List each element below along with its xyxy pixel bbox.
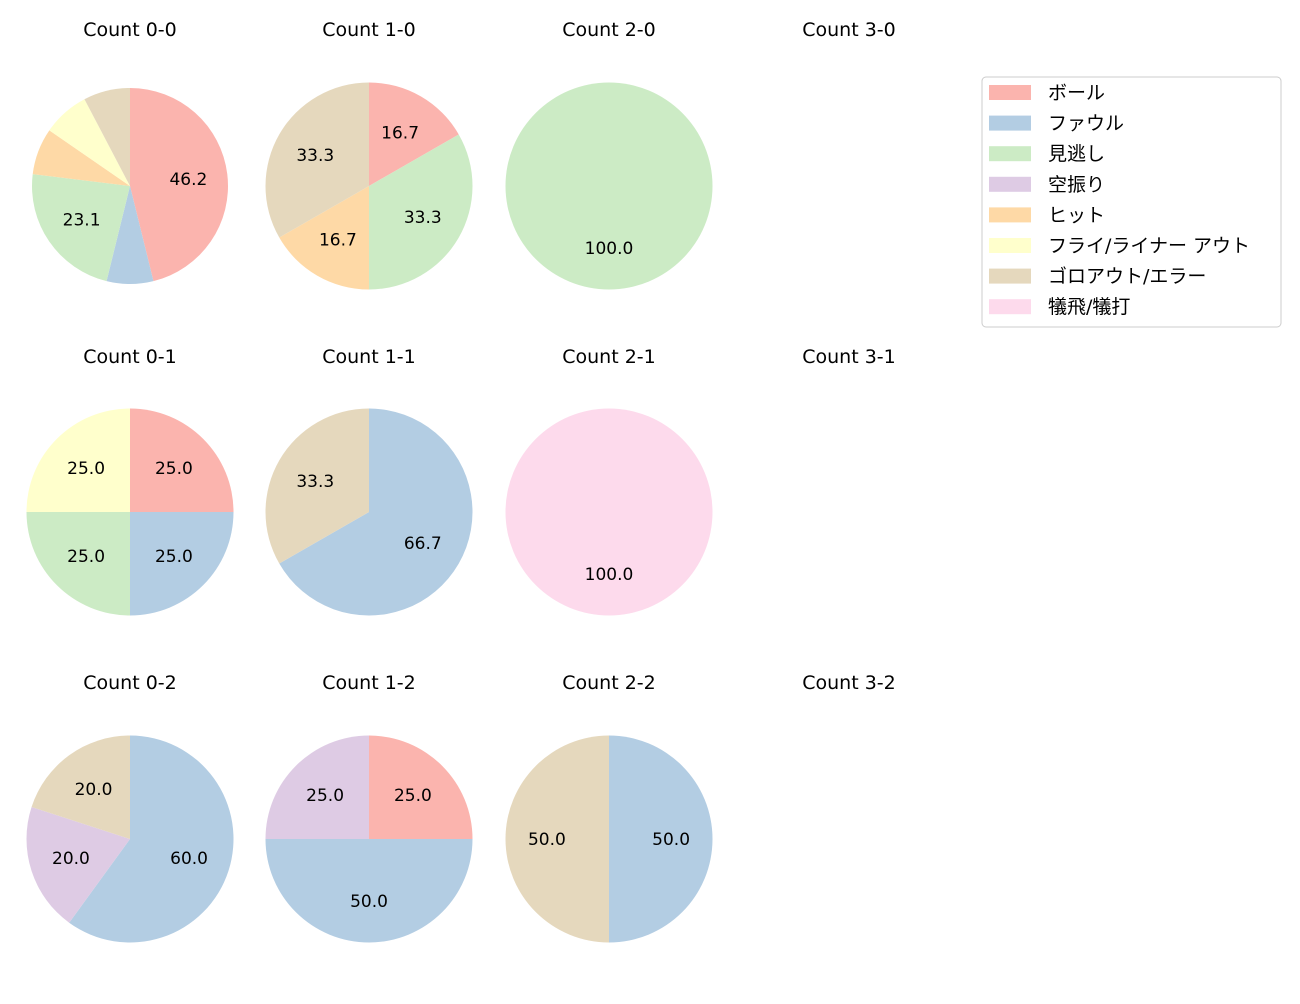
legend-label: フライ/ライナー アウト [1048,235,1250,257]
pie-title: Count 2-0 [562,19,656,41]
slice-label: 33.3 [296,146,334,166]
legend-swatch [989,238,1031,253]
pie-slice [505,735,609,943]
legend-swatch [989,268,1031,284]
slice-label: 60.0 [170,849,208,869]
pie-slice [130,512,234,616]
pie-title: Count 3-2 [802,672,896,694]
slice-label: 50.0 [350,892,388,912]
slice-label: 20.0 [52,849,90,869]
pie-title: Count 0-1 [83,346,177,368]
pie-count-2-0: Count 2-0 100.0 [505,19,713,290]
pie-title: Count 3-0 [802,19,896,41]
slice-label: 25.0 [67,547,105,567]
pie-count-1-0: Count 1-0 16.7 33.3 16.7 33.3 [265,19,473,290]
pie-count-3-0: Count 3-0 [802,19,896,41]
legend-swatch [989,115,1031,131]
slice-label: 100.0 [585,239,634,259]
pie-slice [265,82,369,238]
pie-slice [26,512,130,616]
legend-swatch [989,207,1031,223]
pie-count-0-1: Count 0-1 25.0 25.0 25.0 25.0 [26,346,234,616]
pie-slice [279,186,369,290]
pie-title: Count 2-1 [562,346,656,368]
pie-slice [31,735,130,839]
pie-slice [106,186,154,285]
pie-slice [69,735,234,943]
pie-title: Count 2-2 [562,672,656,694]
slice-label: 100.0 [585,565,634,585]
pie-slice [609,735,713,943]
legend-swatch [989,176,1031,192]
pie-count-0-0: Count 0-0 46.2 23.1 [32,19,228,285]
pie-count-2-1: Count 2-1 100.0 [505,346,713,616]
legend-label: 空振り [1048,174,1105,196]
pie-slice [26,807,131,923]
pie-slice [369,134,473,290]
pie-count-1-2: Count 1-2 25.0 50.0 25.0 [265,672,473,943]
pie-slice [130,88,228,282]
pie-slice [265,408,369,564]
legend-swatch [989,85,1031,100]
slice-label: 33.3 [296,472,334,492]
pie-title: Count 1-0 [322,19,416,41]
pie-title: Count 0-2 [83,672,177,694]
pie-slice [265,735,369,839]
pie-slice [84,88,130,186]
legend-swatch [989,299,1031,315]
pie-slice [505,82,713,290]
pie-title: Count 3-1 [802,346,896,368]
slice-label: 16.7 [319,231,357,251]
pie-count-1-1: Count 1-1 66.7 33.3 [265,346,473,616]
slice-label: 66.7 [404,534,442,554]
legend-label: 見逃し [1048,143,1105,165]
slice-label: 50.0 [652,830,690,850]
pie-slice [32,174,130,282]
pie-count-0-2: Count 0-2 60.0 20.0 20.0 [26,672,234,943]
slice-label: 25.0 [394,786,432,806]
slice-label: 25.0 [67,459,105,479]
slice-label: 46.2 [169,170,207,190]
legend-label: ボール [1048,82,1105,104]
slice-label: 25.0 [155,547,193,567]
legend-swatch [989,146,1031,162]
slice-label: 33.3 [404,208,442,228]
pie-slice [505,408,713,616]
pie-slice [369,82,459,186]
pie-title: Count 1-2 [322,672,416,694]
pie-slice [369,735,473,839]
pie-count-2-2: Count 2-2 50.0 50.0 [505,672,713,943]
slice-label: 16.7 [381,123,419,143]
pie-slice [49,99,130,186]
legend-frame [981,76,1282,328]
slice-label: 23.1 [63,210,101,230]
slice-label: 50.0 [528,830,566,850]
slice-label: 25.0 [155,459,193,479]
pie-title: Count 0-0 [83,19,177,41]
pie-slice [32,130,130,186]
pie-count-3-2: Count 3-2 [802,672,896,694]
legend-label: ゴロアウト/エラー [1048,266,1206,288]
pie-slice [279,408,473,616]
legend-label: 犠飛/犠打 [1048,296,1130,318]
pie-slice [265,839,473,943]
legend-label: ヒット [1048,204,1105,226]
slice-label: 25.0 [306,786,344,806]
legend-label: ファウル [1048,113,1124,135]
pie-slice [26,408,130,512]
pie-count-3-1: Count 3-1 [802,346,896,368]
slice-label: 20.0 [75,780,113,800]
pie-slice [130,408,234,512]
pie-title: Count 1-1 [322,346,416,368]
